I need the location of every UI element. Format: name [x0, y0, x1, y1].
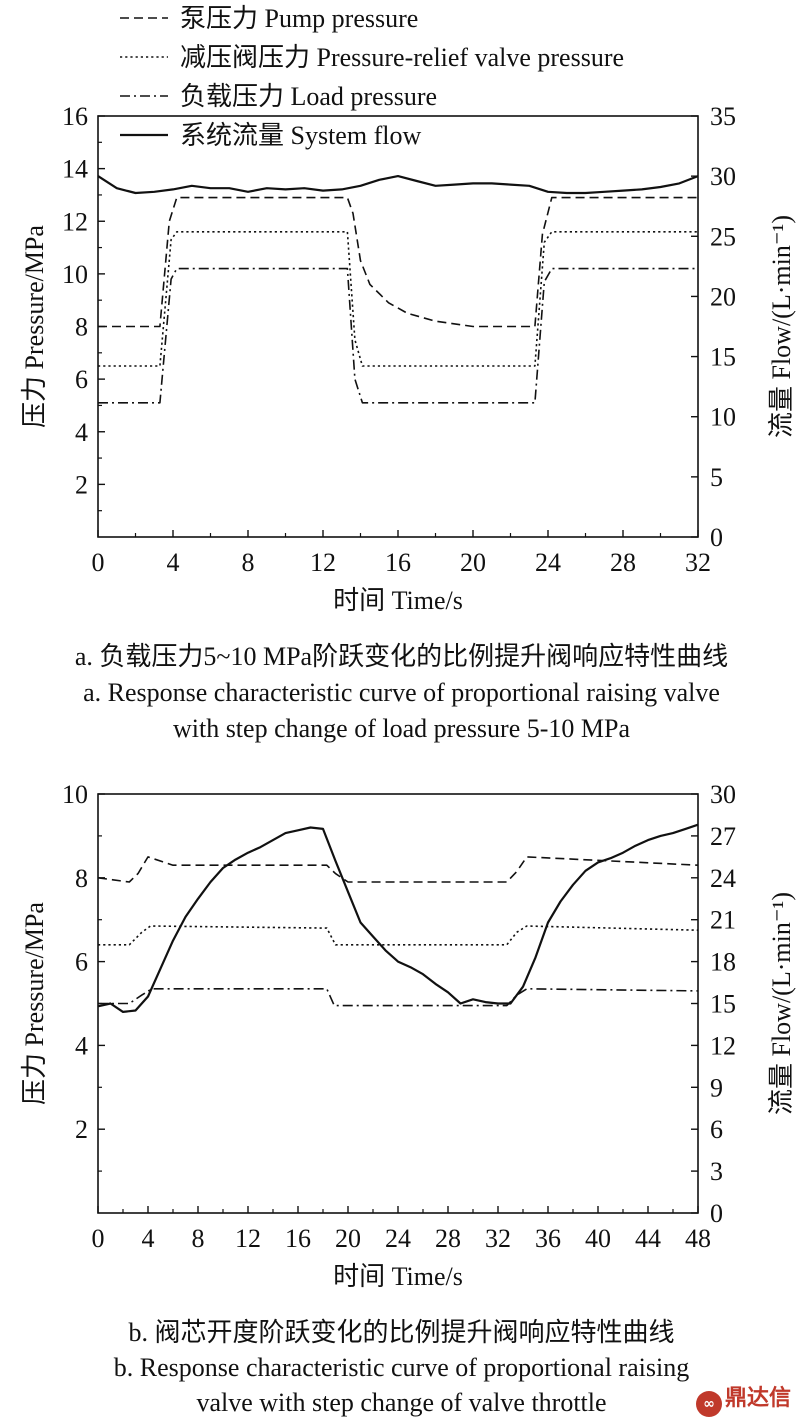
chart-a-y2-tick-label: 30: [710, 162, 736, 191]
chart-b-y2-tick-label: 3: [710, 1157, 723, 1186]
chart-a-y-axis-label: 压力 Pressure/MPa: [20, 225, 49, 428]
chart-b-series-1-line: [97, 856, 699, 883]
caption-a-cn: a. 负载压力5~10 MPa阶跃变化的比例提升阀响应特性曲线: [74, 642, 729, 671]
chart-b-y2-tick-label: 30: [710, 780, 736, 809]
chart-a-y2-tick-label: 5: [710, 463, 723, 492]
chart-a-y2-tick-label: 10: [710, 403, 736, 432]
chart-b-y-tick-label: 4: [75, 1031, 88, 1060]
chart-b-x-tick-label: 4: [142, 1224, 155, 1253]
caption-b-en-1: b. Response characteristic curve of prop…: [113, 1353, 690, 1382]
chart-b-series-4-line: [97, 823, 699, 1013]
chart-a-legend-label-2: 减压阀压力 Pressure-relief valve pressure: [180, 43, 624, 72]
chart-b-x-tick-label: 36: [535, 1224, 561, 1253]
chart-a-series-1-line: [98, 196, 698, 328]
chart-a-y-tick-label: 6: [75, 365, 88, 394]
chart-a-plot-frame: [97, 115, 699, 538]
chart-a-y2-tick-label: 25: [710, 222, 736, 251]
chart-b: 0 4 8 12 16 20 24 28 32 36 40 44 48 2 4 6 8 10 0 3 6 9 12 15 18 2…: [0, 760, 803, 1320]
chart-b-y-tick-label: 2: [75, 1115, 88, 1144]
chart-b-x-tick-label: 40: [585, 1224, 611, 1253]
chart-b-y-tick-label: 10: [62, 780, 88, 809]
chart-b-y2-tick-label: 6: [710, 1115, 723, 1144]
chart-b-y2-tick-label: 0: [710, 1199, 723, 1228]
chart-a-x-tick-label: 4: [167, 548, 180, 577]
chart-b-y2-tick-label: 15: [710, 990, 736, 1019]
chart-b-y-tick-label: 6: [75, 948, 88, 977]
chart-b-y-tick-label: 8: [75, 864, 88, 893]
chart-a-y2-tick-label: 15: [710, 343, 736, 372]
chart-b-y2-tick-label: 27: [710, 822, 736, 851]
chart-b-x-tick-label: 20: [335, 1224, 361, 1253]
chart-b-y2-axis-label: 流量 Flow/(L·min⁻¹): [767, 892, 796, 1115]
chart-b-x-tick-label: 48: [685, 1224, 711, 1253]
chart-b-y-axis-label: 压力 Pressure/MPa: [20, 902, 49, 1105]
chart-a-series-2-line: [98, 231, 698, 367]
chart-a-y2-tick-label: 20: [710, 282, 736, 311]
chart-a-x-tick-label: 32: [685, 548, 711, 577]
chart-b-y2-tick-label: 9: [710, 1073, 723, 1102]
chart-a-svg: 0 4 8 12 16 20 24 28 322468101214160510152025303…: [20, 4, 796, 615]
chart-a: 0 4 8 12 16 20 24 28 32 2 4 6 8 10 12 14 16 0 5 10 15 20 25 30 3…: [0, 0, 803, 640]
chart-a-y-tick-label: 14: [62, 155, 88, 184]
chart-a-legend-label-4: 系统流量 System flow: [180, 121, 421, 150]
chart-a-series-3-line: [98, 267, 698, 404]
chart-a-y-tick-label: 2: [75, 470, 88, 499]
chart-b-x-tick-label: 28: [435, 1224, 461, 1253]
chart-b-x-tick-label: 24: [385, 1224, 411, 1253]
chart-a-x-tick-label: 0: [92, 548, 105, 577]
chart-a-y-tick-label: 16: [62, 102, 88, 131]
chart-a-legend-label-3: 负载压力 Load pressure: [180, 82, 437, 111]
chart-a-x-tick-label: 24: [535, 548, 561, 577]
chart-a-y-tick-label: 4: [75, 418, 88, 447]
chart-b-x-axis-label: 时间 Time/s: [333, 1262, 463, 1291]
chart-a-y2-tick-label: 0: [710, 523, 723, 552]
chart-a-x-tick-label: 20: [460, 548, 486, 577]
watermark-text: 鼎达信: [724, 1386, 791, 1411]
chart-b-series-3-line: [98, 988, 699, 1007]
chart-a-y2-tick-label: 35: [710, 102, 736, 131]
chart-b-series-2-line: [98, 925, 699, 946]
chart-b-x-tick-label: 12: [235, 1224, 261, 1253]
chart-a-y-tick-label: 10: [62, 260, 88, 289]
chart-b-plot-frame: [97, 793, 699, 1214]
chart-b-x-tick-label: 8: [192, 1224, 205, 1253]
caption-b-cn: b. 阀芯开度阶跃变化的比例提升阀响应特性曲线: [128, 1318, 675, 1347]
caption-b-en-2: valve with step change of valve throttle: [196, 1388, 607, 1417]
chart-a-x-tick-label: 16: [385, 548, 411, 577]
chart-a-series-4-line: [97, 175, 699, 195]
caption-a-en-1: a. Response characteristic curve of prop…: [83, 678, 720, 707]
chart-a-x-axis-label: 时间 Time/s: [333, 586, 463, 615]
chart-a-x-tick-label: 12: [310, 548, 336, 577]
chart-a-legend-label-1: 泵压力 Pump pressure: [180, 4, 418, 33]
chart-b-x-tick-label: 32: [485, 1224, 511, 1253]
chart-b-y2-tick-label: 12: [710, 1031, 736, 1060]
chart-a-y-tick-label: 12: [62, 207, 88, 236]
chart-a-y-tick-label: 8: [75, 313, 88, 342]
watermark-logo: ∞ 鼎达信: [695, 1380, 791, 1417]
chart-b-x-tick-label: 0: [92, 1224, 105, 1253]
chart-a-x-tick-label: 8: [242, 548, 255, 577]
chart-b-x-tick-label: 44: [635, 1224, 661, 1253]
caption-a-en-2: with step change of load pressure 5-10 M…: [172, 714, 631, 743]
chart-b-y2-tick-label: 18: [710, 948, 736, 977]
chart-b-x-tick-label: 16: [285, 1224, 311, 1253]
chart-b-y2-tick-label: 21: [710, 906, 736, 935]
chart-b-y2-tick-label: 24: [710, 864, 736, 893]
chart-b-svg: 0 4 8 12 16 20 24 28 32 36 40 44 4824681003691215182…: [20, 780, 796, 1291]
chart-a-x-tick-label: 28: [610, 548, 636, 577]
chart-a-y2-axis-label: 流量 Flow/(L·min⁻¹): [767, 215, 796, 438]
watermark-icon: ∞: [695, 1391, 722, 1417]
